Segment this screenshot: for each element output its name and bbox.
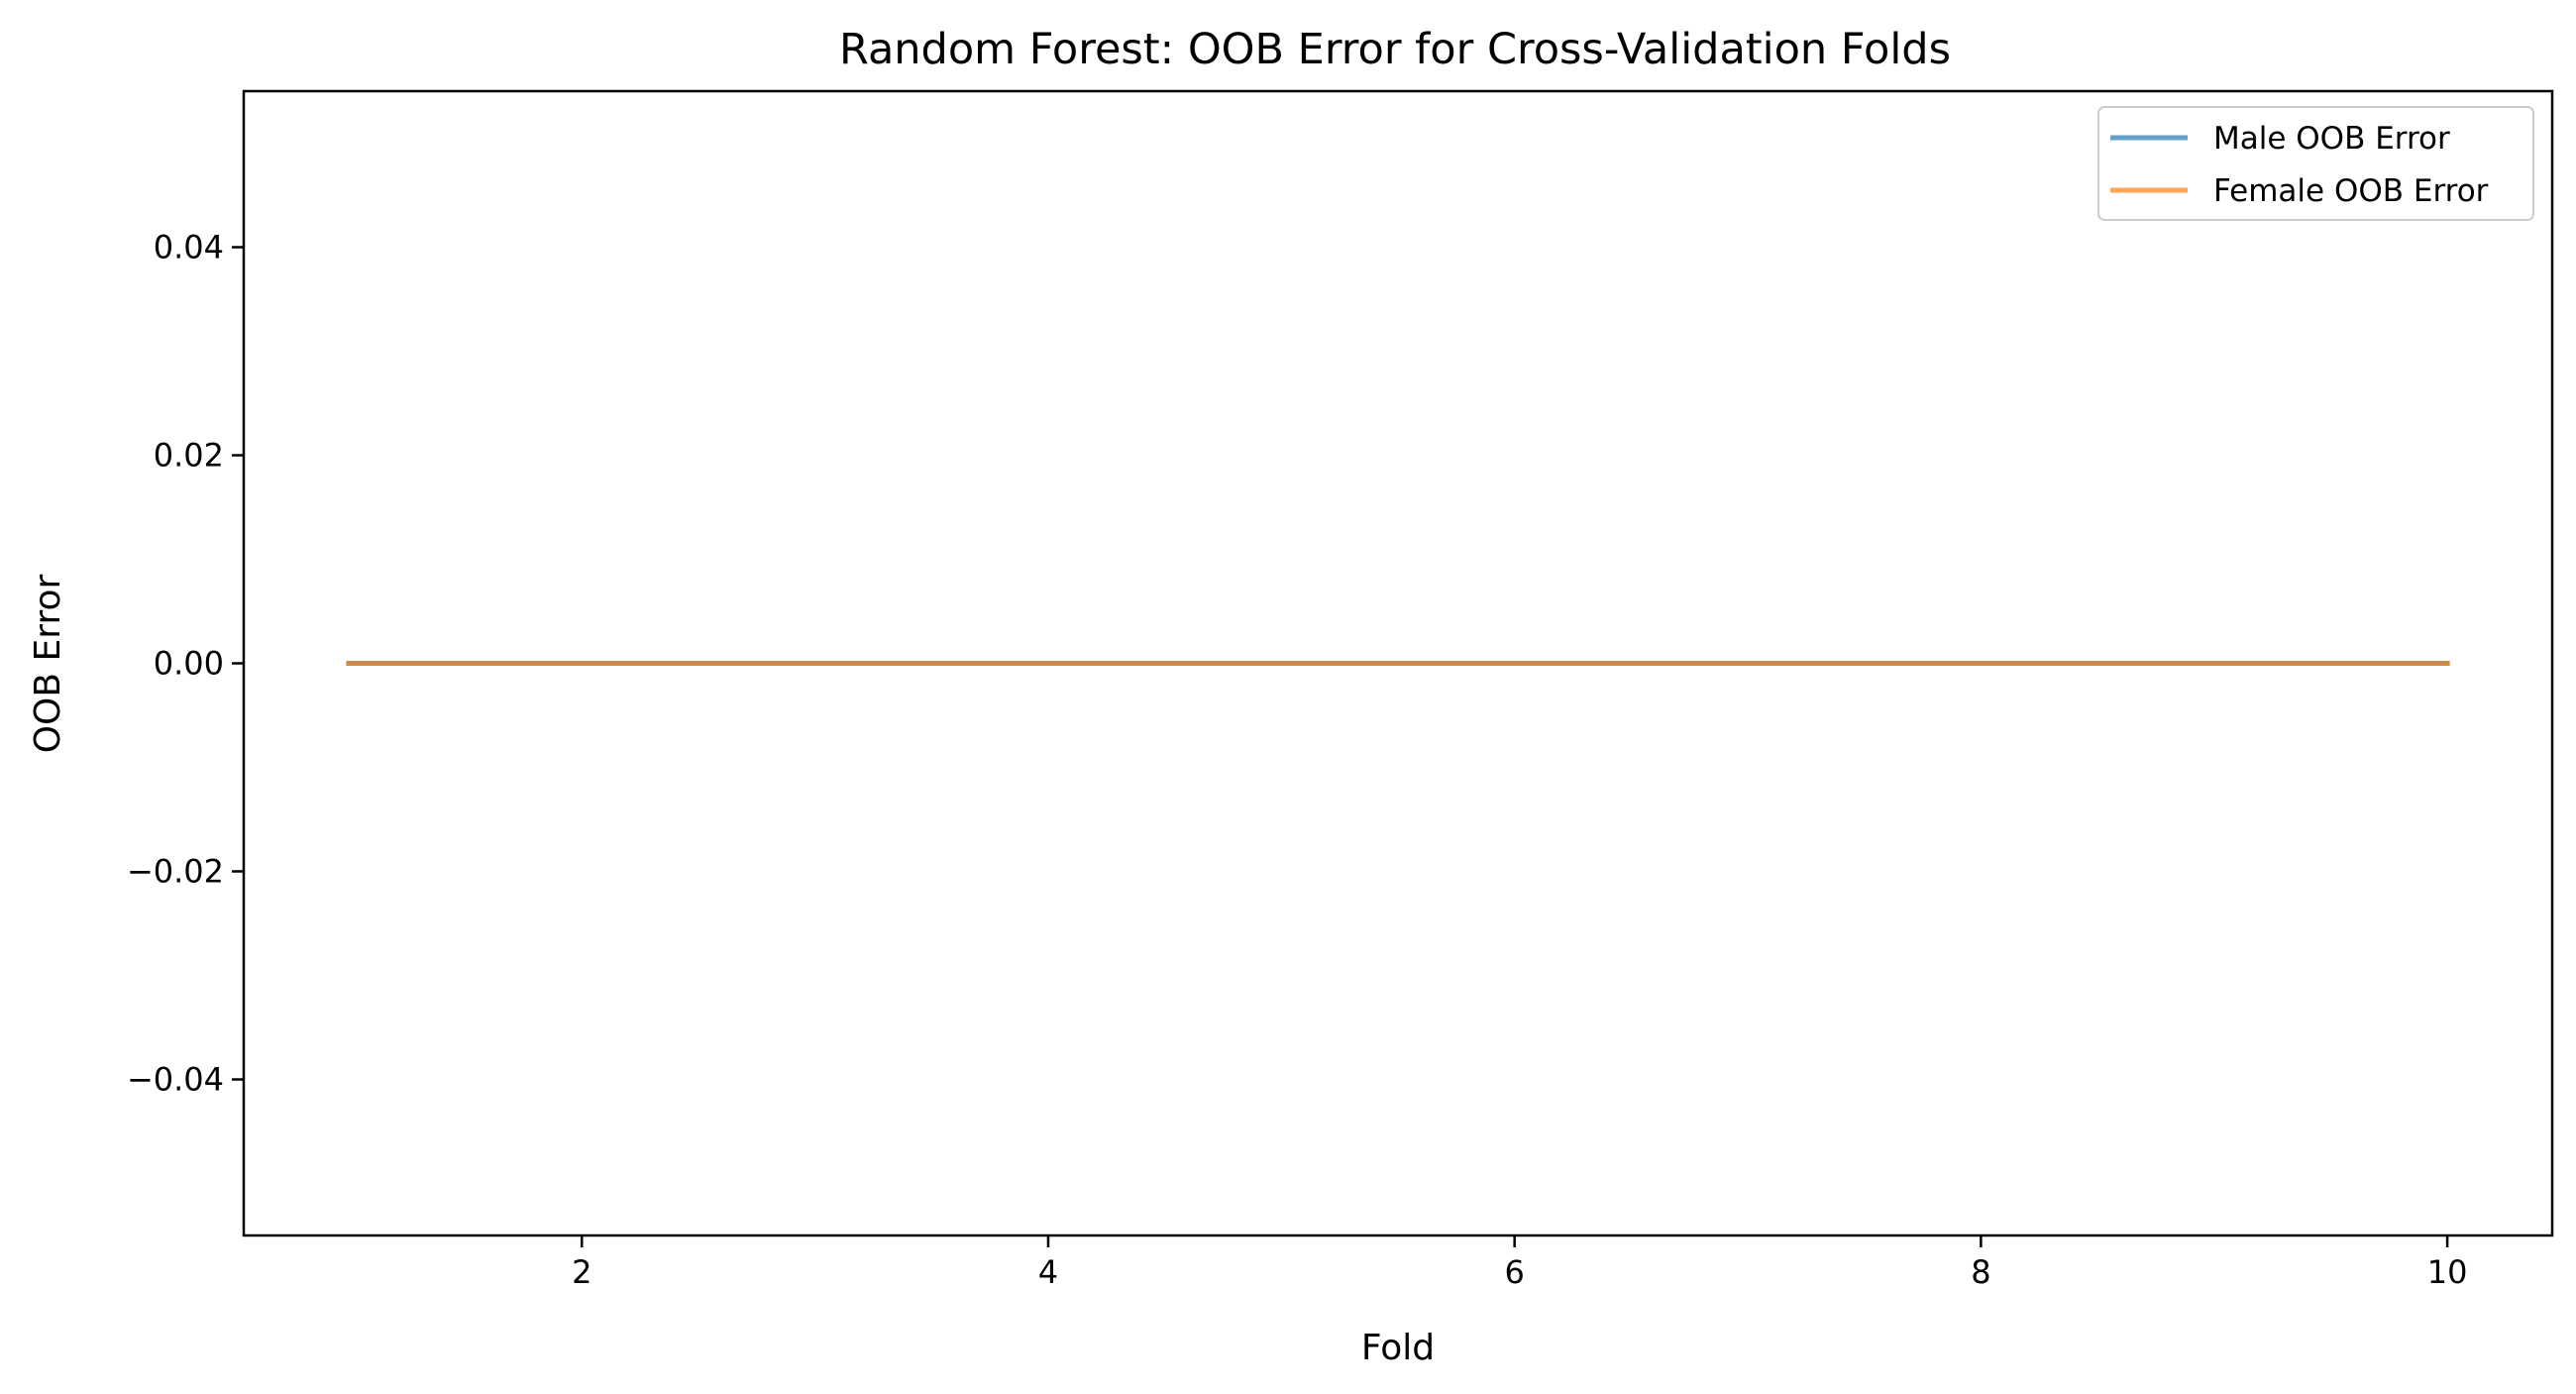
y-tick-label: −0.04: [127, 1061, 224, 1099]
plot-frame: [242, 89, 2554, 1237]
y-tick-label: 0.00: [154, 645, 224, 683]
chart-title: Random Forest: OOB Error for Cross-Valid…: [839, 25, 1951, 74]
y-tick-label: 0.02: [154, 437, 224, 475]
y-axis: 0.04 0.02 0.00 −0.02 −0.04: [127, 229, 244, 1099]
legend: Male OOB Error Female OOB Error: [2097, 106, 2534, 221]
x-tick-label: 2: [572, 1253, 591, 1291]
legend-label-2: Female OOB Error: [2213, 173, 2489, 209]
x-axis-title: Fold: [1361, 1328, 1435, 1368]
x-tick-label: 8: [1971, 1253, 1990, 1291]
y-tick-label: −0.02: [127, 853, 224, 891]
x-tick-label: 4: [1038, 1253, 1058, 1291]
legend-label-1: Male OOB Error: [2213, 121, 2450, 157]
y-axis-title: OOB Error: [28, 575, 68, 754]
x-tick-label: 10: [2427, 1253, 2468, 1291]
y-tick-label: 0.04: [154, 229, 224, 267]
x-axis: 2 4 6 8 10: [572, 1235, 2467, 1291]
legend-box: [2097, 106, 2534, 221]
x-tick-label: 6: [1504, 1253, 1524, 1291]
